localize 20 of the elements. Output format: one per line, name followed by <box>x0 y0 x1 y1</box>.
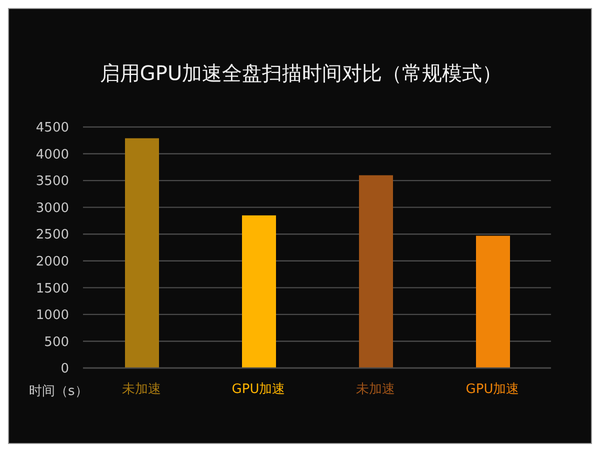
y-tick-label: 4500 <box>36 120 69 136</box>
bar <box>125 138 159 368</box>
y-tick-label: 2000 <box>36 254 69 270</box>
bar <box>359 175 393 368</box>
x-tick-label: 未加速 <box>122 382 161 397</box>
x-tick-label: 未加速 <box>356 382 395 397</box>
y-tick-label: 1500 <box>36 281 69 296</box>
y-tick-label: 3500 <box>36 174 69 190</box>
y-tick-label: 1000 <box>36 308 69 324</box>
y-tick-label: 4000 <box>36 147 69 162</box>
y-tick-label: 2500 <box>36 228 69 243</box>
bar <box>476 236 510 368</box>
y-tick-label: 500 <box>44 334 69 350</box>
y-tick-label: 0 <box>60 362 69 377</box>
y-tick-label: 3000 <box>36 200 69 216</box>
y-axis-title: 时间（s） <box>29 383 88 401</box>
chart-title: 启用GPU加速全盘扫描时间对比（常规模式） <box>98 60 504 86</box>
x-tick-label: GPU加速 <box>232 382 286 397</box>
bar <box>242 215 276 368</box>
x-tick-label: GPU加速 <box>466 382 520 397</box>
